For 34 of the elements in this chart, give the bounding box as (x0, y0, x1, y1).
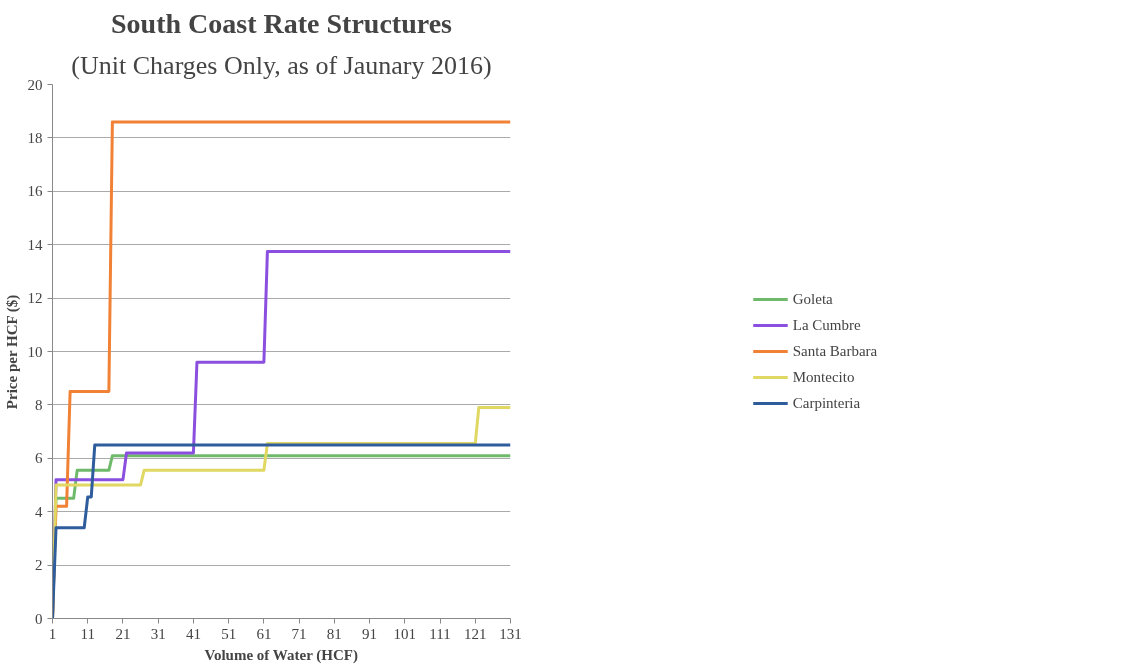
y-tick-label: 4 (35, 503, 43, 520)
y-tick-label: 0 (35, 610, 43, 627)
y-tick-label: 10 (27, 343, 43, 360)
x-tick-label: 101 (393, 625, 417, 642)
x-tick-label: 131 (499, 625, 522, 642)
x-tick-label: 121 (464, 625, 487, 642)
y-tick-label: 14 (27, 236, 43, 253)
x-tick-label: 1 (48, 625, 57, 642)
x-tick-label: 91 (362, 625, 378, 642)
x-tick-label: 71 (291, 625, 307, 642)
y-tick-label: 2 (35, 557, 43, 574)
y-tick-label: 20 (27, 76, 43, 93)
x-tick-label: 11 (80, 625, 95, 642)
chart-title: South Coast Rate Structures (111, 7, 453, 39)
chart-subtitle: (Unit Charges Only, as of Jaunary 2016) (71, 50, 492, 80)
legend-label: La Cumbre (792, 316, 861, 334)
legend-label: Montecito (792, 368, 855, 386)
x-tick-label: 21 (115, 625, 131, 642)
x-tick-label: 51 (221, 625, 237, 642)
x-axis-title: Volume of Water (HCF) (204, 646, 358, 664)
legend-label: Goleta (792, 290, 833, 308)
x-tick-label: 41 (185, 625, 201, 642)
x-tick-label: 111 (429, 625, 451, 642)
y-tick-label: 8 (35, 396, 43, 413)
x-tick-label: 61 (256, 625, 272, 642)
x-tick-label: 81 (326, 625, 342, 642)
y-tick-label: 18 (27, 129, 43, 146)
y-axis-title: Price per HCF ($) (3, 294, 21, 410)
legend-label: Santa Barbara (792, 342, 878, 360)
y-tick-label: 6 (35, 450, 43, 467)
legend-label: Carpinteria (792, 394, 861, 412)
y-tick-label: 12 (27, 290, 43, 307)
y-tick-label: 16 (27, 183, 43, 200)
x-tick-label: 31 (150, 625, 166, 642)
